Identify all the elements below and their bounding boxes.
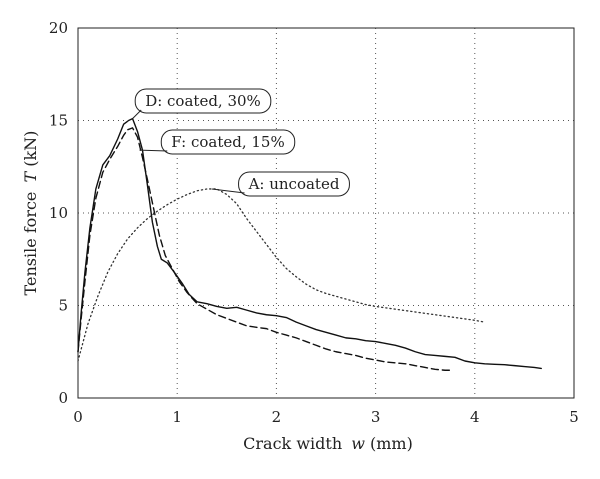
callout-leader-label-d (132, 109, 142, 120)
y-axis-label-unit: (kN) (21, 131, 40, 167)
callout-text-label-f: F: coated, 15% (171, 133, 284, 151)
y-tick-label-0: 0 (58, 389, 68, 407)
plot-frame (77, 27, 575, 399)
callout-box-label-f (160, 129, 296, 155)
y-tick-label-1: 5 (58, 297, 68, 315)
callout-text-label-d: D: coated, 30% (145, 92, 261, 110)
x-tick-label-1: 1 (172, 408, 182, 426)
callout-text-label-a: A: uncoated (248, 175, 340, 193)
series-line-1 (77, 127, 451, 371)
series-layer (77, 117, 542, 371)
series-line-0 (77, 117, 542, 370)
grid (78, 28, 574, 398)
series-line-2 (77, 188, 486, 362)
callout-box-label-d (134, 88, 272, 114)
x-tick-label-0: 0 (73, 408, 83, 426)
y-axis-label-var: T (21, 171, 40, 183)
y-axis-label-text: Tensile force (21, 192, 40, 296)
x-tick-label-2: 2 (272, 408, 282, 426)
callout-leader-label-a (211, 188, 245, 194)
x-axis-label: Crack width w (mm) (243, 434, 413, 453)
callout-label-d: D: coated, 30% (132, 88, 272, 120)
x-tick-label-5: 5 (569, 408, 579, 426)
callouts: D: coated, 30% F: coated, 15% A: uncoated (132, 88, 350, 197)
x-tick-label-4: 4 (470, 408, 480, 426)
y-axis-label: Tensile force T (kN) (21, 131, 40, 296)
x-tick-label-3: 3 (371, 408, 381, 426)
y-tick-label-4: 20 (49, 19, 68, 37)
x-axis-label-text: Crack width (243, 434, 342, 453)
x-axis-label-unit: (mm) (370, 434, 413, 453)
tick-labels: 0 1 2 3 4 5 0 5 10 15 20 (49, 19, 579, 426)
callout-label-f: F: coated, 15% (139, 129, 296, 155)
callout-label-a: A: uncoated (211, 171, 350, 197)
y-tick-label-2: 10 (49, 204, 68, 222)
callout-box-label-a (238, 171, 350, 197)
callout-leader-label-f (139, 149, 168, 152)
x-axis-label-var: w (351, 434, 365, 453)
y-tick-label-3: 15 (49, 112, 68, 130)
